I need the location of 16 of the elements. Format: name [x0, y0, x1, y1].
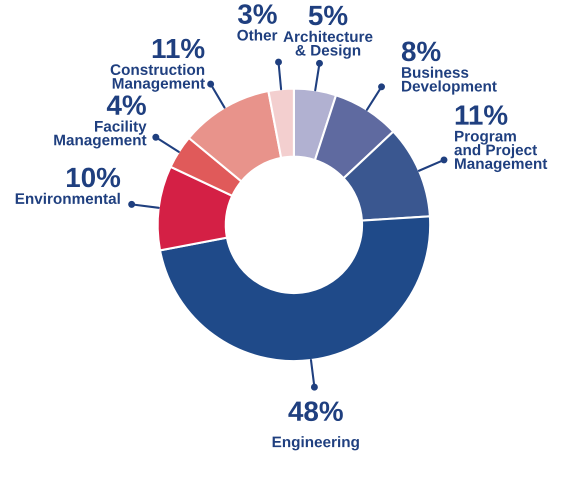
slice-label: Engineering — [272, 436, 359, 450]
slice-label: Program and Project Management — [454, 130, 548, 172]
data-label: 8% — [402, 42, 440, 62]
data-label: 5% — [308, 6, 348, 26]
slice-label: Construction Management — [110, 64, 205, 92]
slice-label: Environmental — [16, 192, 120, 204]
data-label: 10% — [66, 168, 120, 188]
slice-label: Other — [237, 29, 278, 41]
slice-label: Business Development — [402, 66, 497, 95]
data-label: 3% — [238, 4, 277, 24]
data-label: 11% — [456, 105, 508, 125]
slice-label: Architecture & Design — [283, 30, 372, 59]
data-label: 4% — [106, 95, 146, 115]
slice-label: Facility Management — [54, 120, 147, 148]
data-label: 11% — [152, 38, 204, 58]
data-label: 48% — [288, 401, 343, 422]
